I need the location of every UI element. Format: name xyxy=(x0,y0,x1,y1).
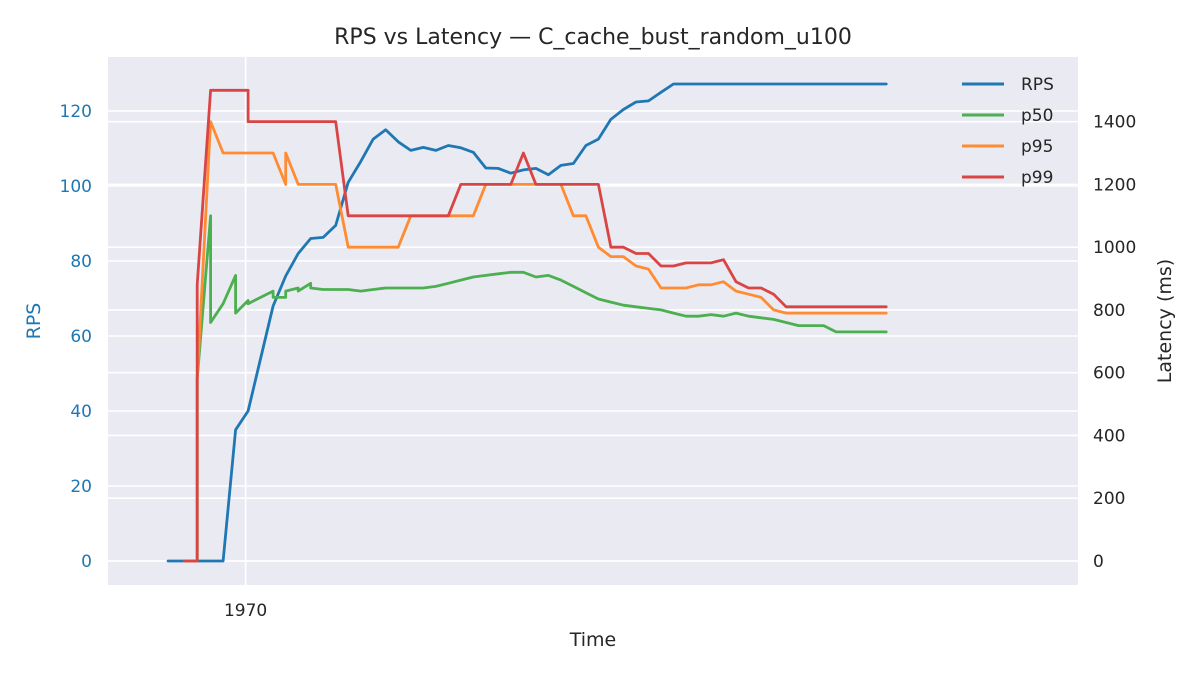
left-tick-label: 20 xyxy=(70,477,92,497)
left-axis-label: RPS xyxy=(23,303,45,340)
left-tick-label: 120 xyxy=(60,102,92,122)
legend-label: p99 xyxy=(1021,168,1053,188)
legend-label: RPS xyxy=(1021,75,1054,95)
legend-label: p50 xyxy=(1021,106,1053,126)
series-layer xyxy=(166,82,888,563)
grid-left xyxy=(108,110,1078,562)
left-tick-label: 60 xyxy=(70,327,92,347)
right-axis-ticks: 0 200 400 600 800 1000 1200 1400 xyxy=(1093,113,1136,572)
right-axis-label: Latency (ms) xyxy=(1154,259,1176,383)
series-line-p99 xyxy=(183,88,888,563)
right-tick-label: 1400 xyxy=(1093,113,1136,133)
legend-label: p95 xyxy=(1021,137,1053,157)
left-tick-label: 0 xyxy=(81,552,92,572)
right-tick-label: 600 xyxy=(1093,364,1125,384)
x-tick-label: 1970 xyxy=(224,601,267,621)
right-tick-label: 800 xyxy=(1093,301,1125,321)
left-tick-label: 100 xyxy=(60,177,92,197)
left-axis-ticks: 0 20 40 60 80 100 120 xyxy=(60,102,92,572)
series-line-p95 xyxy=(183,120,888,563)
right-tick-label: 1000 xyxy=(1093,238,1136,258)
x-axis-ticks: 1970 xyxy=(224,601,267,621)
right-tick-label: 400 xyxy=(1093,426,1125,446)
right-tick-label: 200 xyxy=(1093,489,1125,509)
left-tick-label: 40 xyxy=(70,402,92,422)
right-tick-label: 1200 xyxy=(1093,175,1136,195)
series-line-p50 xyxy=(183,214,888,563)
right-tick-label: 0 xyxy=(1093,552,1104,572)
plot-background xyxy=(108,57,1078,585)
x-axis-label: Time xyxy=(569,629,617,651)
chart-title: RPS vs Latency — C_cache_bust_random_u10… xyxy=(334,25,852,50)
legend: RPS p50 p95 p99 xyxy=(962,75,1054,188)
left-tick-label: 80 xyxy=(70,252,92,272)
